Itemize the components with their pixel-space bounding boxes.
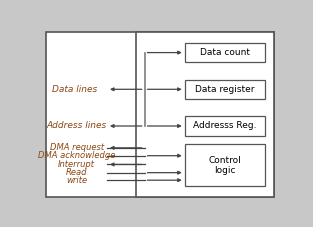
Text: Data register: Data register xyxy=(195,85,254,94)
Text: DMA request: DMA request xyxy=(50,143,104,152)
Bar xyxy=(185,80,265,99)
Bar xyxy=(185,144,265,186)
Text: Read: Read xyxy=(66,168,87,177)
Bar xyxy=(136,32,275,197)
Bar xyxy=(185,43,265,62)
Text: Control
logic: Control logic xyxy=(208,156,241,175)
Text: Address lines: Address lines xyxy=(47,121,107,131)
Text: Addresss Reg.: Addresss Reg. xyxy=(193,121,256,131)
Text: Data count: Data count xyxy=(200,48,250,57)
Text: Data lines: Data lines xyxy=(52,85,97,94)
Bar xyxy=(185,116,265,136)
Text: write: write xyxy=(66,176,87,185)
Text: Interrupt: Interrupt xyxy=(58,160,95,169)
Text: DMA acknowledge: DMA acknowledge xyxy=(38,151,115,160)
